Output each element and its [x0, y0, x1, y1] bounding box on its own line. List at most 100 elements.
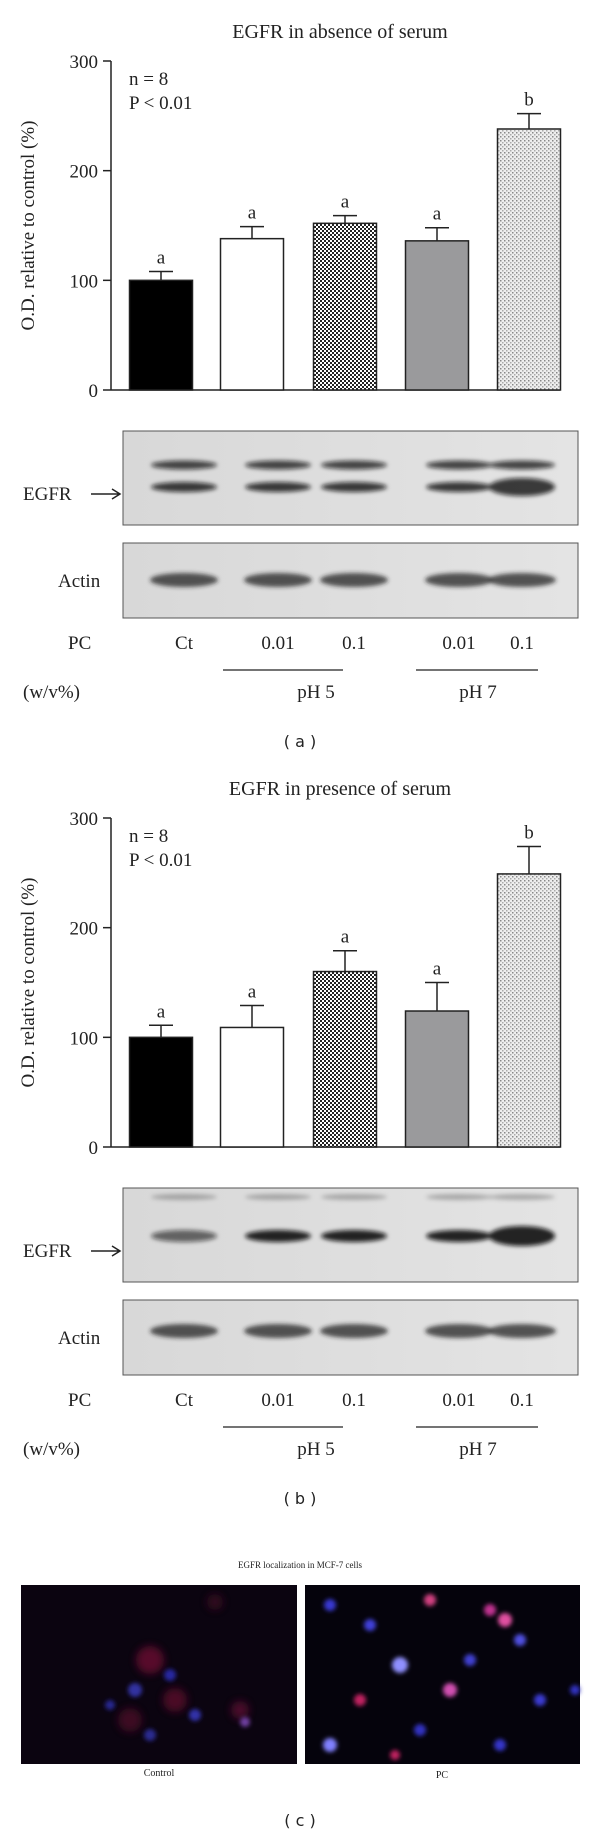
- significance-label: b: [524, 823, 534, 844]
- x-tick-label: 0.01: [261, 633, 294, 654]
- y-tick-label: 100: [70, 271, 99, 292]
- bar: [312, 970, 378, 1148]
- band: [151, 482, 217, 492]
- row-label: (w/v%): [23, 1439, 80, 1460]
- significance-label: a: [157, 1001, 166, 1022]
- error-bar: [240, 225, 264, 239]
- band: [150, 1324, 218, 1338]
- y-axis-label: O.D. relative to control (%): [18, 878, 39, 1088]
- annotation: P < 0.01: [129, 850, 192, 871]
- panel-label: ( a ): [284, 732, 316, 751]
- band: [489, 1194, 555, 1200]
- fluorescence-pc: [305, 1585, 580, 1764]
- panel-label: ( b ): [284, 1489, 317, 1508]
- band: [489, 478, 555, 496]
- x-tick-label: Ct: [175, 633, 194, 654]
- error-bar: [149, 1024, 173, 1038]
- x-tick-label: 0.01: [442, 633, 475, 654]
- bar: [219, 237, 285, 391]
- annotation: n = 8: [129, 69, 168, 90]
- error-bar: [425, 226, 449, 241]
- chart-title: EGFR in absence of serum: [232, 21, 448, 43]
- row-label: (w/v%): [23, 682, 80, 703]
- arrow: [91, 1245, 122, 1257]
- band: [151, 1194, 217, 1200]
- blot-label: Actin: [58, 1328, 101, 1349]
- significance-label: b: [524, 90, 534, 111]
- band: [151, 1230, 217, 1242]
- bar: [496, 128, 562, 391]
- band: [488, 1324, 556, 1338]
- panel-label: ( c ): [284, 1811, 315, 1830]
- blot-label: Actin: [58, 571, 101, 592]
- error-bar: [240, 1004, 264, 1028]
- significance-label: a: [248, 982, 257, 1003]
- y-tick-label: 0: [89, 1138, 99, 1159]
- band: [245, 482, 311, 492]
- y-tick-label: 200: [70, 919, 99, 940]
- error-bar: [149, 270, 173, 281]
- y-tick-label: 300: [70, 809, 99, 830]
- y-tick-label: 100: [70, 1028, 99, 1049]
- x-tick-label: 0.01: [261, 1390, 294, 1411]
- fluorescence-control: [21, 1585, 297, 1764]
- band: [425, 573, 493, 587]
- band: [245, 1230, 311, 1242]
- bar: [496, 873, 562, 1148]
- group-label: pH 7: [459, 1439, 496, 1460]
- error-bar: [425, 981, 449, 1012]
- y-tick-label: 300: [70, 52, 99, 73]
- significance-label: a: [248, 203, 257, 224]
- band: [321, 482, 387, 492]
- band: [150, 573, 218, 587]
- error-bar: [517, 845, 541, 874]
- panel-c-title: EGFR localization in MCF-7 cells: [238, 1560, 362, 1570]
- y-tick-label: 0: [89, 381, 99, 402]
- caption: Control: [144, 1768, 175, 1779]
- band: [426, 482, 492, 492]
- annotation: P < 0.01: [129, 93, 192, 114]
- band: [489, 1226, 555, 1246]
- band: [321, 460, 387, 470]
- band: [425, 1324, 493, 1338]
- x-tick-label: 0.1: [342, 1390, 366, 1411]
- band: [489, 460, 555, 470]
- band: [244, 573, 312, 587]
- blot-bands: [150, 1194, 556, 1338]
- bar: [128, 279, 194, 391]
- blot-label: EGFR: [23, 484, 72, 505]
- bar: [219, 1026, 285, 1148]
- band: [321, 1194, 387, 1200]
- band: [321, 1230, 387, 1242]
- row-label: PC: [68, 1390, 91, 1411]
- band: [426, 1194, 492, 1200]
- band: [320, 573, 388, 587]
- bar: [404, 240, 470, 391]
- error-bar: [333, 214, 357, 224]
- x-tick-label: 0.01: [442, 1390, 475, 1411]
- bar: [404, 1010, 470, 1148]
- group-label: pH 5: [297, 1439, 334, 1460]
- band: [244, 1324, 312, 1338]
- group-label: pH 7: [459, 682, 496, 703]
- blot-bands: [150, 460, 556, 587]
- band: [151, 460, 217, 470]
- band: [320, 1324, 388, 1338]
- bar: [312, 222, 378, 391]
- x-tick-label: 0.1: [342, 633, 366, 654]
- blot: [122, 430, 579, 526]
- blot-label: EGFR: [23, 1241, 72, 1262]
- band: [245, 460, 311, 470]
- caption: PC: [436, 1770, 449, 1781]
- row-label: PC: [68, 633, 91, 654]
- significance-label: a: [433, 959, 442, 980]
- chart-title: EGFR in presence of serum: [229, 778, 452, 800]
- significance-label: a: [157, 248, 166, 269]
- arrow: [91, 488, 122, 500]
- error-bar: [517, 112, 541, 129]
- annotation: n = 8: [129, 826, 168, 847]
- significance-label: a: [341, 192, 350, 213]
- x-tick-label: 0.1: [510, 633, 534, 654]
- y-tick-label: 200: [70, 162, 99, 183]
